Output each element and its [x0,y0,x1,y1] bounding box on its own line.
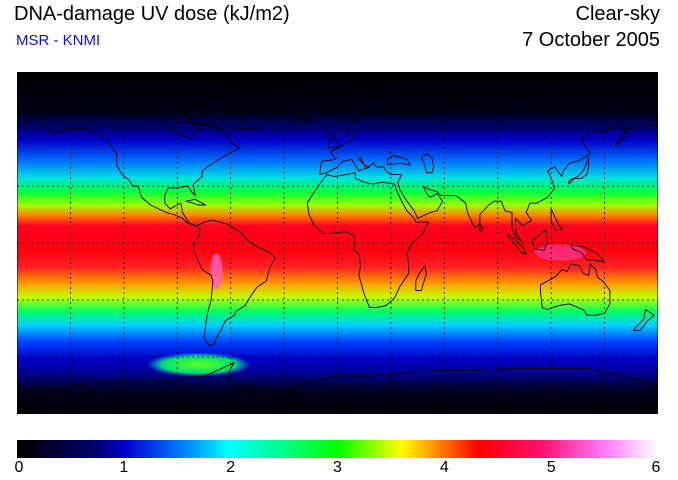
uv-dose-map: -120-120-60-60006060120120606000-60-60 [17,72,658,414]
madagascar-coast [415,265,427,291]
africa-coast [306,172,429,309]
baffin-coast [176,103,228,126]
colorbar-tick-label: 2 [226,459,236,476]
antarctica-coast [17,362,658,392]
new-guinea-coast [570,244,606,263]
svalbard-coast [355,90,388,98]
black-sea-coast [386,155,411,166]
colorbar-tick-label: 5 [546,459,556,476]
colorbar-tick-label: 3 [333,459,342,476]
philippines-coast [550,208,563,231]
indonesia-peak [534,244,587,261]
uk-coast [326,132,340,149]
colorbar-tick-label: 6 [651,459,661,476]
colorbar-tick-label: 0 [14,459,24,476]
colorbar [17,440,658,458]
graticule [17,72,658,414]
australia-coast [540,263,611,316]
caspian-sea-coast [420,153,435,174]
map-panel: -120-120-60-60006060120120606000-60-60 [17,72,658,414]
iceland-coast [294,117,314,124]
new-zealand-coast [632,309,655,331]
coastlines [17,82,658,392]
eurasia-coast [319,96,658,242]
cuba-coast [186,198,207,206]
andes-peak [210,253,223,290]
north-america-coast [43,105,241,227]
colorbar-scale [17,440,658,458]
novaya-zemlya-coast [429,96,460,109]
greenland-coast [212,82,303,130]
map-title: DNA-damage UV dose (kJ/m2) [14,3,290,25]
hudson-bay-coast [168,120,200,139]
source-label: MSR - KNMI [16,32,101,49]
date-label: 7 October 2005 [522,29,660,51]
south-america-coast [192,219,276,347]
sky-condition-label: Clear-sky [575,3,660,25]
colorbar-tick-label: 4 [439,459,449,476]
antarctic-dose-patch [146,352,251,377]
borneo-coast [531,229,549,252]
colorbar-tick-label: 1 [119,459,129,476]
japan-coast [568,157,590,185]
sumatra-coast [506,233,527,255]
sri-lanka-coast [479,223,484,233]
